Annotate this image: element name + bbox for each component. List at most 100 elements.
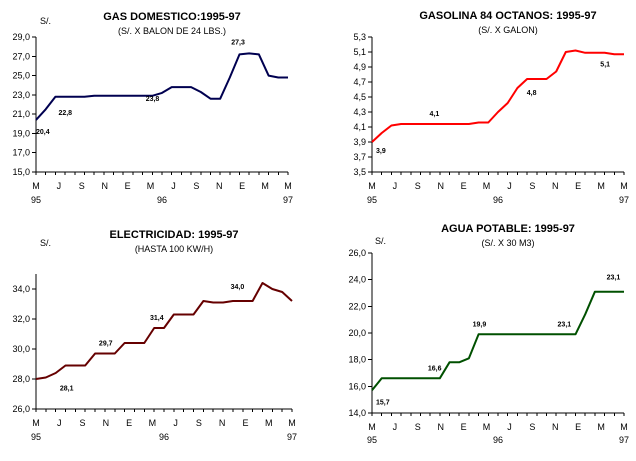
- x-month-label: N: [103, 418, 110, 428]
- x-month-label: N: [552, 422, 559, 432]
- y-tick-label: 17,0: [12, 148, 30, 158]
- series-line: [371, 290, 624, 391]
- x-month-label: J: [507, 181, 512, 191]
- data-label: 27,3: [231, 39, 245, 46]
- chart-subtitle: (S/. X GALON): [478, 25, 538, 35]
- y-tick-label: 18,0: [348, 355, 366, 365]
- x-month-label: M: [261, 181, 269, 191]
- x-year-label: 95: [367, 435, 377, 445]
- x-year-label: 97: [283, 195, 293, 205]
- y-tick-label: 22,0: [348, 301, 366, 311]
- chart-subtitle: (S/. X 30 M3): [481, 238, 534, 248]
- y-tick-label: 4,9: [353, 62, 366, 72]
- y-tick-label: 20,0: [348, 328, 366, 338]
- x-year-label: 97: [619, 195, 629, 205]
- data-label: 34,0: [231, 284, 245, 291]
- y-tick-label: 3,7: [353, 152, 366, 162]
- chart-title: GAS DOMESTICO:1995-97: [103, 11, 241, 23]
- y-tick-label: 29,0: [12, 32, 30, 42]
- data-label: 19,9: [473, 321, 487, 328]
- y-tick-label: 5,1: [353, 47, 366, 57]
- x-year-label: 96: [493, 195, 503, 205]
- chart-title: AGUA POTABLE: 1995-97: [441, 223, 575, 235]
- data-label: 20,4: [36, 129, 50, 136]
- data-label: 3,9: [376, 148, 386, 155]
- x-month-label: N: [216, 181, 223, 191]
- y-unit-label: S/.: [40, 16, 51, 26]
- data-label: 23,1: [558, 321, 572, 328]
- x-year-label: 95: [31, 195, 41, 205]
- x-year-label: 95: [31, 432, 41, 442]
- x-month-label: M: [620, 181, 628, 191]
- x-month-label: J: [507, 422, 512, 432]
- x-month-label: S: [529, 181, 535, 191]
- data-label: 22,8: [58, 110, 72, 117]
- x-month-label: M: [368, 181, 376, 191]
- x-month-label: E: [461, 422, 467, 432]
- x-month-label: E: [239, 181, 245, 191]
- data-label: 4,1: [430, 111, 440, 118]
- x-month-label: M: [147, 181, 155, 191]
- x-month-label: M: [483, 181, 491, 191]
- data-label: 4,8: [527, 90, 537, 97]
- x-year-label: 96: [159, 432, 169, 442]
- y-tick-label: 14,0: [348, 408, 366, 418]
- y-tick-label: 25,0: [12, 71, 30, 81]
- y-tick-label: 4,3: [353, 107, 366, 117]
- x-month-label: S: [79, 181, 85, 191]
- x-month-label: N: [552, 181, 559, 191]
- y-unit-label: S/.: [375, 236, 386, 246]
- data-label: 23,8: [146, 96, 160, 103]
- y-tick-label: 4,1: [353, 122, 366, 132]
- y-tick-label: 30,0: [12, 344, 30, 354]
- x-year-label: 96: [157, 195, 167, 205]
- x-month-label: M: [32, 181, 40, 191]
- x-month-label: M: [483, 422, 491, 432]
- data-label: 31,4: [150, 315, 164, 322]
- y-tick-label: 26,0: [348, 248, 366, 258]
- x-month-label: E: [575, 181, 581, 191]
- x-year-label: 97: [619, 435, 629, 445]
- y-tick-label: 5,3: [353, 32, 366, 42]
- x-month-label: S: [196, 418, 202, 428]
- x-month-label: M: [368, 422, 376, 432]
- x-month-label: S: [193, 181, 199, 191]
- x-month-label: J: [57, 418, 62, 428]
- x-month-label: J: [173, 418, 178, 428]
- x-month-label: J: [393, 181, 398, 191]
- x-month-label: J: [171, 181, 176, 191]
- y-tick-label: 32,0: [12, 314, 30, 324]
- y-tick-label: 16,0: [348, 381, 366, 391]
- x-month-label: M: [597, 181, 605, 191]
- y-tick-label: 34,0: [12, 284, 30, 294]
- data-label: 23,1: [607, 275, 621, 282]
- x-month-label: M: [597, 422, 605, 432]
- y-tick-label: 28,0: [12, 374, 30, 384]
- y-tick-label: 24,0: [348, 275, 366, 285]
- y-tick-label: 3,5: [353, 167, 366, 177]
- series-line: [35, 282, 293, 380]
- x-month-label: M: [620, 422, 628, 432]
- chart-subtitle: (S/. X BALON DE 24 LBS.): [118, 26, 226, 36]
- y-tick-label: 3,9: [353, 137, 366, 147]
- x-month-label: N: [219, 418, 226, 428]
- y-tick-label: 21,0: [12, 109, 30, 119]
- data-label: 28,1: [60, 386, 74, 393]
- x-month-label: N: [437, 181, 444, 191]
- x-month-label: E: [575, 422, 581, 432]
- chart-title: GASOLINA 84 OCTANOS: 1995-97: [419, 10, 596, 22]
- x-month-label: J: [393, 422, 398, 432]
- x-month-label: N: [437, 422, 444, 432]
- series-line: [35, 52, 288, 121]
- chart-subtitle: (HASTA 100 KW/H): [135, 244, 213, 254]
- x-month-label: E: [461, 181, 467, 191]
- x-month-label: E: [125, 181, 131, 191]
- data-label: 29,7: [99, 341, 113, 348]
- y-tick-label: 26,0: [12, 404, 30, 414]
- x-month-label: J: [57, 181, 62, 191]
- x-month-label: N: [101, 181, 108, 191]
- data-label: 15,7: [376, 399, 390, 406]
- x-month-label: M: [32, 418, 40, 428]
- chart-title: ELECTRICIDAD: 1995-97: [110, 229, 239, 241]
